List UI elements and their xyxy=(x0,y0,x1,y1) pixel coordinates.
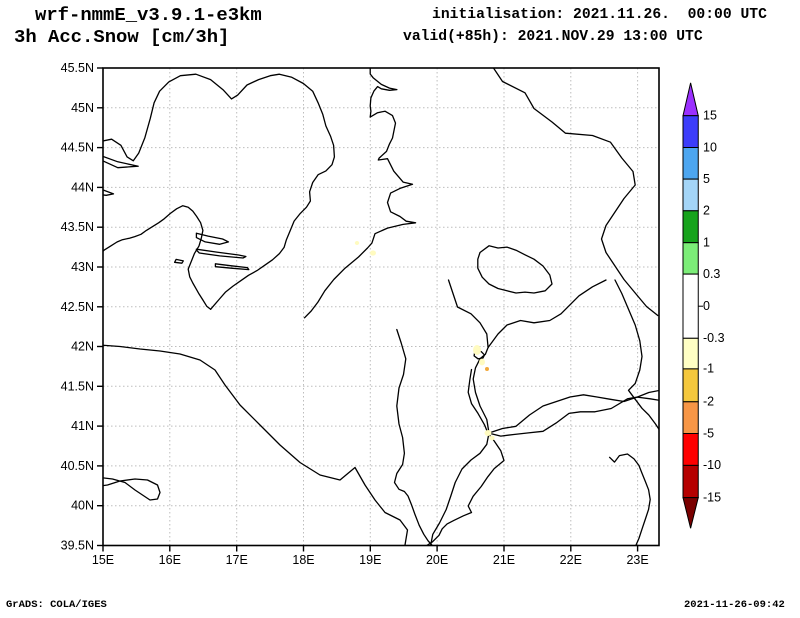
svg-text:39.5N: 39.5N xyxy=(61,539,94,553)
svg-text:-10: -10 xyxy=(703,458,721,472)
svg-text:22E: 22E xyxy=(560,553,582,567)
svg-text:1: 1 xyxy=(703,236,710,250)
svg-text:20E: 20E xyxy=(426,553,448,567)
svg-text:19E: 19E xyxy=(359,553,381,567)
svg-text:-0.3: -0.3 xyxy=(703,331,725,345)
svg-text:-15: -15 xyxy=(703,490,721,504)
svg-text:15: 15 xyxy=(703,109,717,123)
svg-text:44N: 44N xyxy=(71,180,94,194)
svg-text:17E: 17E xyxy=(226,553,248,567)
svg-text:41N: 41N xyxy=(71,419,94,433)
svg-text:-1: -1 xyxy=(703,362,714,376)
svg-text:41.5N: 41.5N xyxy=(61,379,94,393)
svg-text:21E: 21E xyxy=(493,553,515,567)
svg-text:42.5N: 42.5N xyxy=(61,300,94,314)
svg-text:2: 2 xyxy=(703,204,710,218)
svg-text:18E: 18E xyxy=(292,553,314,567)
svg-text:-2: -2 xyxy=(703,395,714,409)
svg-text:43N: 43N xyxy=(71,260,94,274)
svg-text:0: 0 xyxy=(703,299,710,313)
svg-text:15E: 15E xyxy=(92,553,114,567)
svg-text:40.5N: 40.5N xyxy=(61,459,94,473)
svg-text:5: 5 xyxy=(703,172,710,186)
svg-text:10: 10 xyxy=(703,140,717,154)
svg-text:-5: -5 xyxy=(703,426,714,440)
svg-text:43.5N: 43.5N xyxy=(61,220,94,234)
svg-text:40N: 40N xyxy=(71,499,94,513)
svg-text:45N: 45N xyxy=(71,101,94,115)
svg-text:44.5N: 44.5N xyxy=(61,141,94,155)
svg-text:0.3: 0.3 xyxy=(703,267,720,281)
svg-text:42N: 42N xyxy=(71,340,94,354)
svg-text:16E: 16E xyxy=(159,553,181,567)
svg-text:23E: 23E xyxy=(626,553,648,567)
svg-text:45.5N: 45.5N xyxy=(61,61,94,75)
